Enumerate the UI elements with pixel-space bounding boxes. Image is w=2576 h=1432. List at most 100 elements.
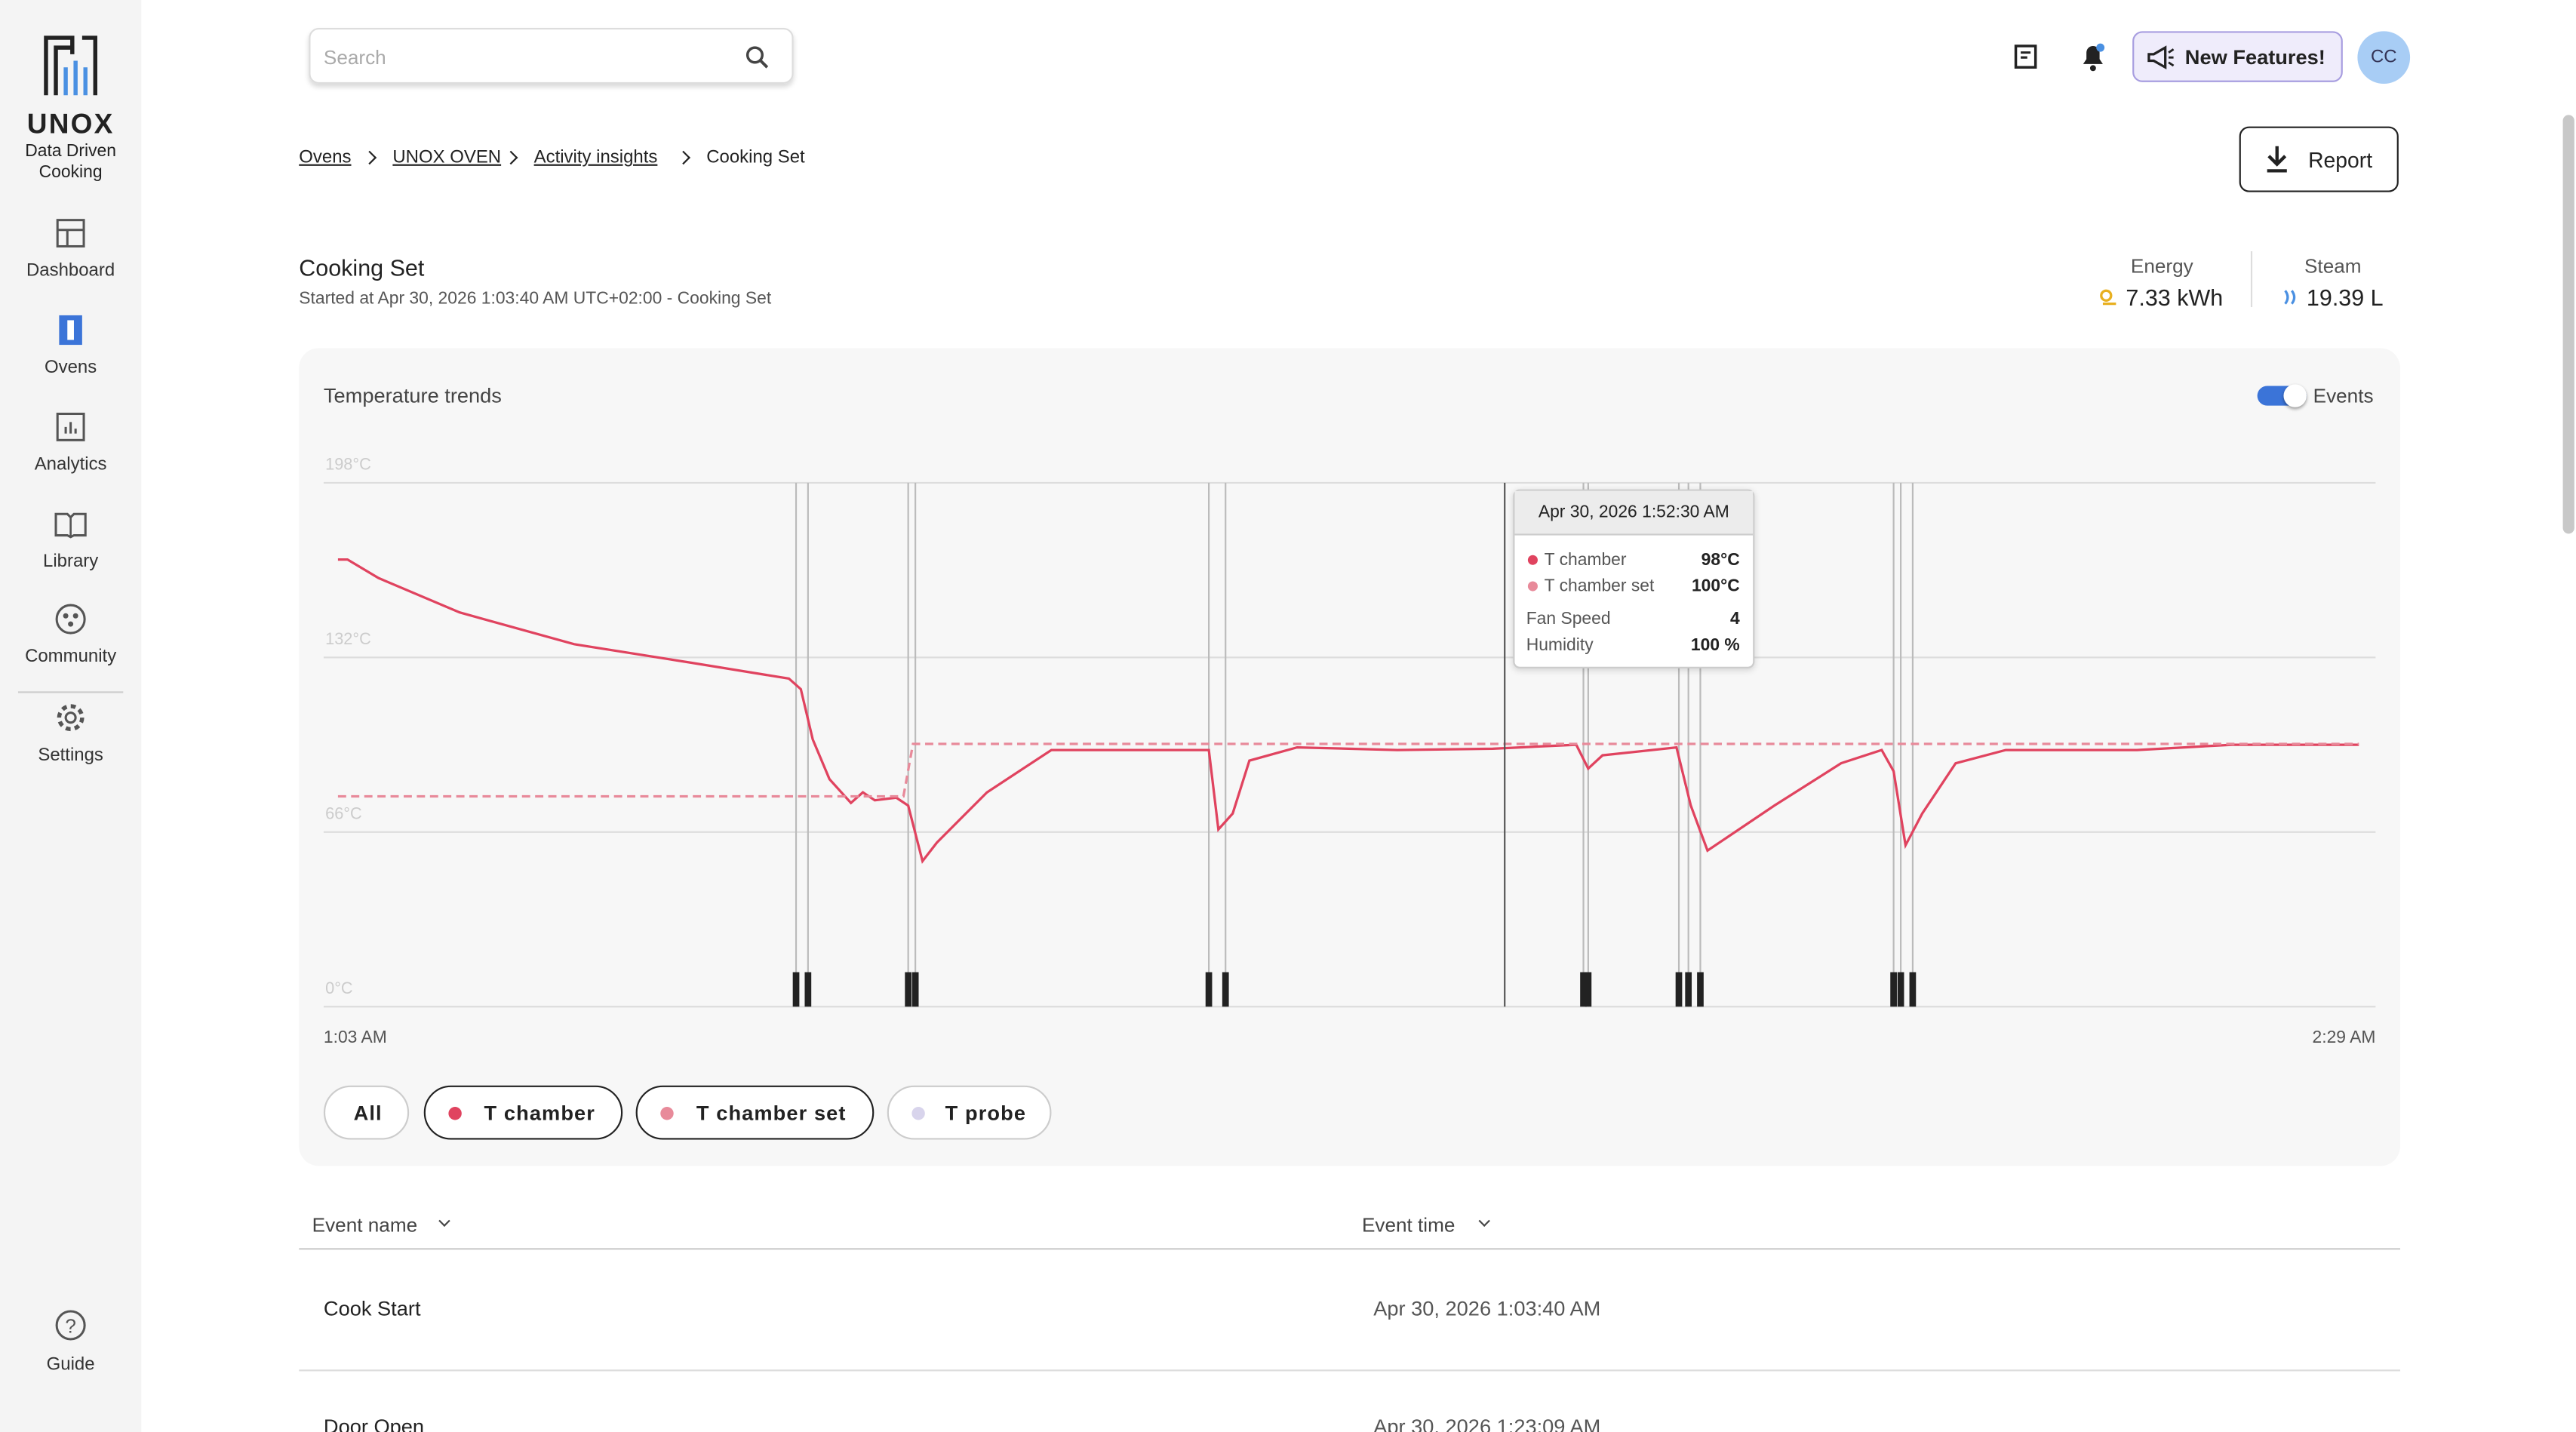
- filter-label: T chamber set: [696, 1102, 847, 1125]
- nav-item[interactable]: Analytics: [34, 454, 107, 475]
- nav-icon: [54, 512, 87, 539]
- event-marker: [1685, 972, 1692, 1007]
- nav-item[interactable]: Community: [25, 647, 117, 667]
- event-marker: [911, 972, 919, 1007]
- nav-icon: [55, 604, 86, 635]
- events-label: Events: [2313, 384, 2374, 407]
- column-header[interactable]: Event time: [1361, 1213, 1456, 1237]
- nav-icon: [59, 315, 82, 346]
- filter-dot: [911, 1107, 925, 1120]
- tooltip-value: 100 %: [1690, 635, 1740, 656]
- stat-value: 19.39 L: [2306, 284, 2384, 311]
- nav-item[interactable]: Dashboard: [26, 261, 115, 281]
- breadcrumb: Cooking Set: [706, 147, 805, 168]
- event-marker: [1897, 972, 1904, 1007]
- tooltip-value: 98°C: [1701, 550, 1740, 570]
- new-features-label: New Features!: [2184, 45, 2325, 69]
- page-title: Cooking Set: [299, 254, 425, 281]
- y-tick-label: 132°C: [325, 629, 371, 648]
- event-marker: [804, 972, 812, 1007]
- filter-label: T probe: [945, 1102, 1027, 1125]
- sort-icon: [438, 1215, 450, 1227]
- tooltip-value: 4: [1730, 609, 1740, 629]
- nav-item[interactable]: Ovens: [44, 358, 97, 378]
- search-placeholder: Search: [323, 45, 386, 69]
- sidebar: UNOX Data Driven Cooking Dashboard Ovens A…: [0, 0, 142, 1432]
- report-label: Report: [2308, 147, 2373, 173]
- filter-chip[interactable]: T probe: [887, 1085, 1052, 1140]
- event-marker: [1697, 972, 1704, 1007]
- stat-divider: [2250, 251, 2253, 308]
- tooltip-value: 100°C: [1691, 576, 1740, 597]
- search-icon: [745, 46, 769, 69]
- breadcrumb[interactable]: UNOX OVEN: [392, 147, 502, 168]
- y-tick-label: 0°C: [325, 979, 353, 997]
- event-marker: [1222, 972, 1229, 1007]
- brand: UNOX: [26, 108, 115, 140]
- download-icon: [2267, 146, 2287, 173]
- tooltip-label: Humidity: [1526, 635, 1594, 656]
- steam-icon: [2284, 290, 2296, 305]
- filter-chip[interactable]: T chamber set: [635, 1085, 875, 1140]
- x-tick-label: 2:29 AM: [2313, 1027, 2376, 1046]
- event-marker: [792, 972, 800, 1007]
- table-divider: [299, 1369, 2401, 1372]
- nav-icon: [56, 412, 85, 441]
- event-marker: [1585, 972, 1592, 1007]
- nav-icon: [56, 219, 85, 248]
- report-button[interactable]: Report: [2239, 126, 2399, 192]
- series-line: [337, 558, 2359, 865]
- guide-icon: ?: [55, 1310, 86, 1341]
- guide-book-icon[interactable]: [2012, 43, 2042, 72]
- tagline: Data Driven Cooking: [25, 141, 116, 183]
- nav-guide[interactable]: Guide: [46, 1354, 95, 1375]
- nav-item[interactable]: Library: [43, 552, 99, 572]
- tooltip: Apr 30, 2026 1:52:30 AM T chamber 98°C T ch…: [1513, 489, 1755, 668]
- event-marker: [1675, 972, 1683, 1007]
- tooltip-label: T chamber: [1544, 550, 1627, 570]
- svg-text:?: ?: [65, 1314, 76, 1337]
- table-cell: Door Open: [323, 1415, 425, 1432]
- search-box[interactable]: Search: [309, 28, 794, 85]
- filter-dot: [660, 1107, 674, 1120]
- tooltip-title: Apr 30, 2026 1:52:30 AM: [1538, 502, 1729, 523]
- table-cell: Apr 30, 2026 1:23:09 AM: [1373, 1415, 1601, 1432]
- stat-label: Energy: [2130, 254, 2193, 278]
- filter-chip[interactable]: All: [323, 1085, 410, 1140]
- table-cell: Cook Start: [323, 1297, 421, 1320]
- y-tick-label: 198°C: [325, 455, 371, 474]
- filter-label: All: [353, 1102, 383, 1125]
- chart: 0°C 66°C 132°C 198°C 1:03 AM 2:29 AM: [324, 455, 2376, 1046]
- sort-icon: [1478, 1215, 1490, 1227]
- x-tick-label: 1:03 AM: [324, 1027, 387, 1046]
- new-features-button[interactable]: New Features!: [2132, 31, 2343, 82]
- event-marker: [1205, 972, 1213, 1007]
- tooltip-dot: [1527, 555, 1538, 565]
- filter-chip[interactable]: T chamber: [423, 1085, 623, 1140]
- bell-icon[interactable]: [2078, 41, 2107, 74]
- scrollbar-thumb[interactable]: [2562, 115, 2574, 534]
- tooltip-label: T chamber set: [1544, 576, 1655, 597]
- tooltip-header: [1514, 490, 1754, 536]
- chart-title: Temperature trends: [323, 384, 502, 407]
- breadcrumb[interactable]: Activity insights: [533, 147, 658, 168]
- events-toggle[interactable]: [2257, 384, 2307, 407]
- breadcrumb[interactable]: Ovens: [299, 147, 352, 168]
- column-header[interactable]: Event name: [312, 1213, 418, 1237]
- event-marker: [905, 972, 912, 1007]
- event-marker: [1890, 972, 1897, 1007]
- page-subtitle: Started at Apr 30, 2026 1:03:40 AM UTC+0…: [299, 289, 772, 309]
- logo: [44, 35, 98, 96]
- tooltip-label: Fan Speed: [1526, 609, 1611, 629]
- nav-icon: [57, 704, 85, 732]
- table-divider: [299, 1248, 2401, 1250]
- series-line: [337, 742, 2359, 798]
- nav-item[interactable]: Settings: [38, 745, 103, 766]
- tooltip-dot: [1527, 581, 1538, 592]
- energy-icon: [2100, 289, 2116, 306]
- avatar[interactable]: CC: [2357, 31, 2411, 85]
- y-tick-label: 66°C: [325, 804, 362, 822]
- stat-label: Steam: [2304, 254, 2362, 278]
